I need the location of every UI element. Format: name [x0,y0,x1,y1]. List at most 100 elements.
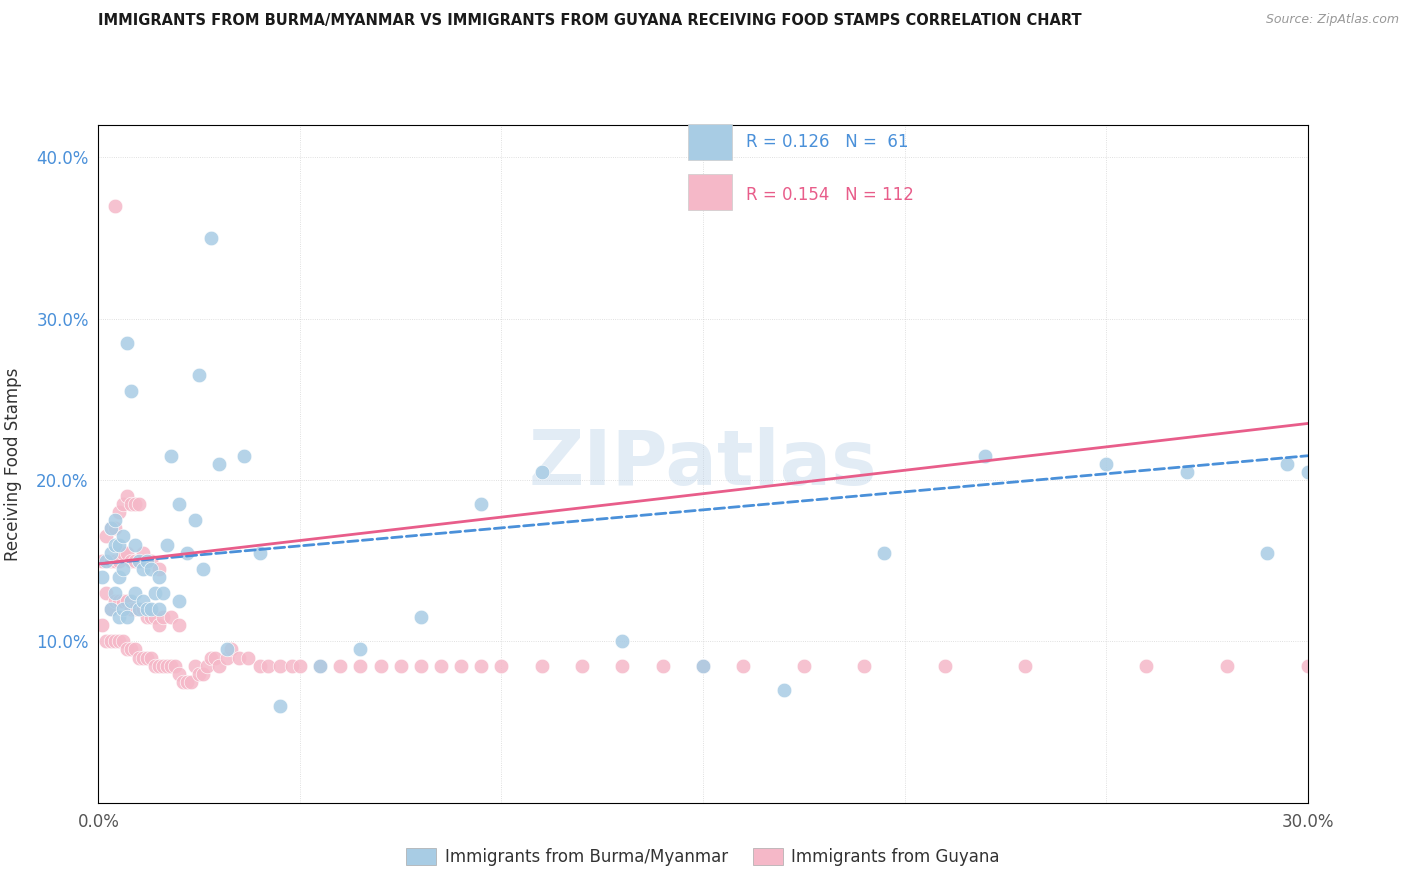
Point [1095,457,1118,471]
Point [160,658,183,673]
Point [160,610,183,624]
Point [221,642,243,657]
Point [100,546,122,560]
Point [491,658,513,673]
Point [1216,658,1239,673]
Point [167,666,190,681]
Point [120,642,142,657]
Point [143,610,166,624]
Point [148,570,170,584]
Point [571,658,593,673]
Point [176,546,198,560]
Point [120,554,142,568]
Point [107,594,129,608]
Point [120,497,142,511]
Point [100,634,122,648]
Point [100,602,122,616]
Point [269,658,291,673]
Point [1296,658,1319,673]
Point [115,546,138,560]
Point [309,658,332,673]
Point [156,537,179,551]
Point [107,610,129,624]
Text: R = 0.154   N = 112: R = 0.154 N = 112 [745,186,914,204]
Point [733,658,755,673]
Point [148,562,170,576]
Point [91,570,114,584]
Point [208,658,231,673]
Point [370,658,392,673]
Point [1175,465,1198,479]
Point [100,554,122,568]
Point [188,666,211,681]
Point [232,449,254,463]
Point [1135,658,1157,673]
Point [200,231,222,245]
Point [873,546,896,560]
Point [115,610,138,624]
Point [349,658,371,673]
Point [176,674,198,689]
Point [139,650,162,665]
Point [612,658,634,673]
Point [167,618,190,632]
Point [120,594,142,608]
Point [195,658,218,673]
Point [132,650,155,665]
Point [148,602,170,616]
Legend: Immigrants from Burma/Myanmar, Immigrants from Guyana: Immigrants from Burma/Myanmar, Immigrant… [399,841,1007,872]
Point [120,384,142,399]
Point [612,634,634,648]
Point [148,618,170,632]
Point [1256,546,1278,560]
Point [152,658,174,673]
Point [409,610,432,624]
Point [120,602,142,616]
Point [249,546,271,560]
Point [135,554,157,568]
Point [135,610,157,624]
Point [124,586,146,600]
Point [1376,658,1399,673]
Point [184,513,207,527]
Point [96,529,118,543]
Point [152,610,174,624]
Point [103,594,125,608]
Point [115,594,138,608]
Point [103,537,125,551]
Point [200,650,222,665]
Point [217,650,239,665]
Y-axis label: Receiving Food Stamps: Receiving Food Stamps [4,368,22,560]
Point [132,546,155,560]
Point [156,658,179,673]
Point [329,658,352,673]
Point [103,634,125,648]
Point [111,529,134,543]
Point [91,618,114,632]
Point [111,546,134,560]
Text: IMMIGRANTS FROM BURMA/MYANMAR VS IMMIGRANTS FROM GUYANA RECEIVING FOOD STAMPS CO: IMMIGRANTS FROM BURMA/MYANMAR VS IMMIGRA… [98,13,1083,29]
Text: Source: ZipAtlas.com: Source: ZipAtlas.com [1265,13,1399,27]
Point [193,562,215,576]
Point [103,554,125,568]
Point [124,537,146,551]
Point [128,650,150,665]
Text: R = 0.126   N =  61: R = 0.126 N = 61 [745,133,908,151]
Point [152,586,174,600]
Point [167,497,190,511]
Point [128,554,150,568]
Point [103,521,125,535]
Point [107,570,129,584]
Point [228,650,250,665]
Point [204,650,226,665]
Point [115,489,138,503]
Point [409,658,432,673]
Point [143,586,166,600]
Point [208,457,231,471]
Point [974,449,997,463]
Point [180,674,202,689]
Point [249,658,271,673]
Point [132,594,155,608]
Point [132,602,155,616]
Point [100,602,122,616]
